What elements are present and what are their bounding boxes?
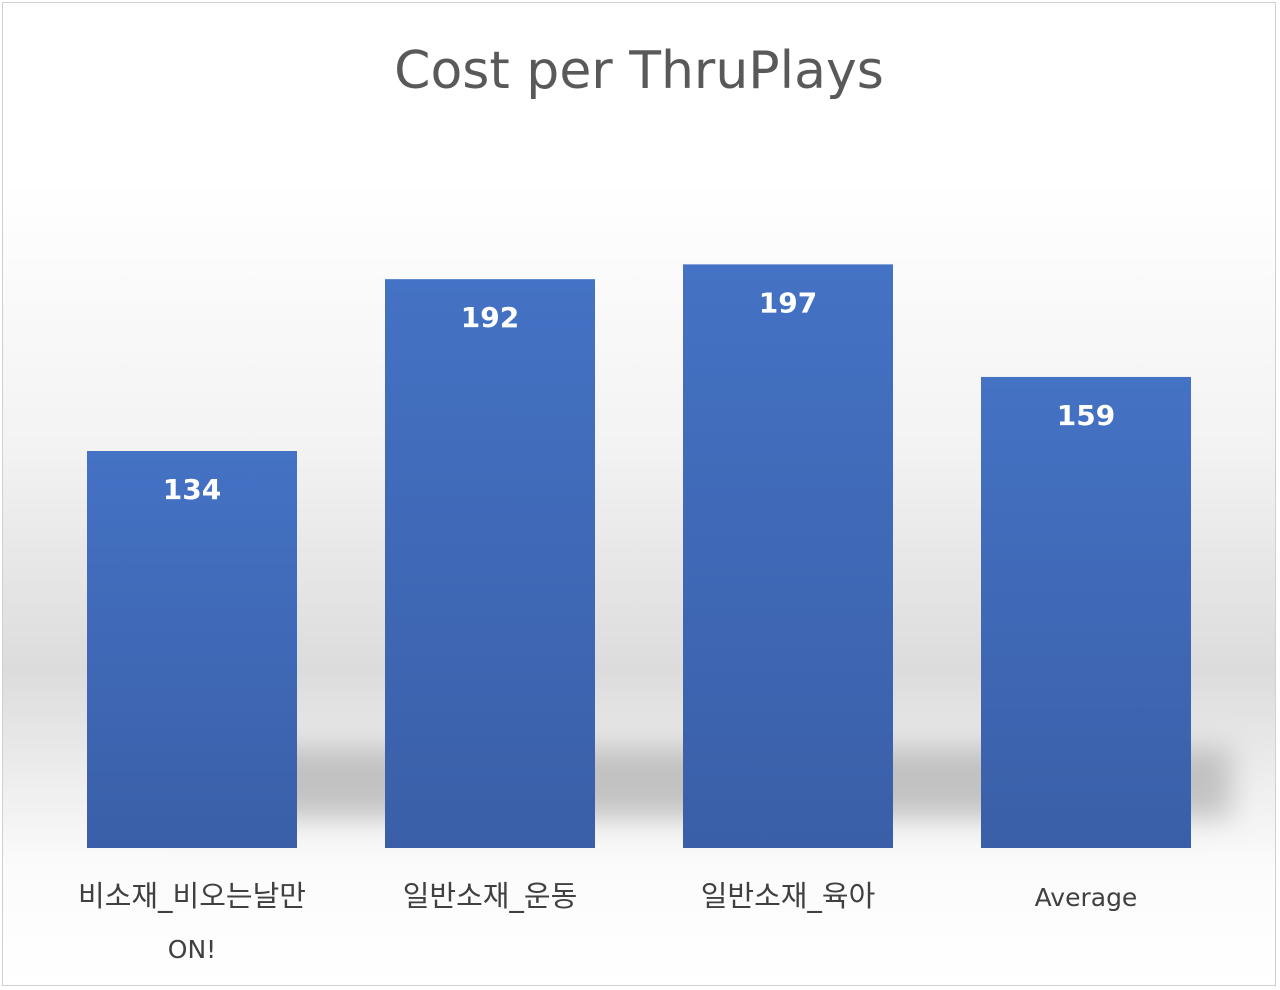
data-label: 192: [461, 301, 519, 334]
category-label: 일반소재_운동: [403, 879, 578, 913]
data-label: 159: [1057, 399, 1115, 432]
plot-area: 134 192 197 159 비소재_비오는날만 ON! 일반소재_운동 일반소재_육아 A…: [78, 264, 1231, 964]
bar[interactable]: [385, 279, 595, 848]
category-label: ON!: [168, 935, 216, 964]
category-label: 일반소재_육아: [701, 879, 876, 913]
bar[interactable]: [87, 451, 297, 848]
data-label: 134: [163, 473, 221, 506]
category-label: Average: [1035, 883, 1138, 912]
bar[interactable]: [981, 376, 1191, 848]
bar[interactable]: [683, 264, 893, 848]
chart-title: Cost per ThruPlays: [394, 41, 884, 101]
data-label: 197: [759, 286, 817, 319]
category-label: 비소재_비오는날만: [78, 879, 306, 913]
